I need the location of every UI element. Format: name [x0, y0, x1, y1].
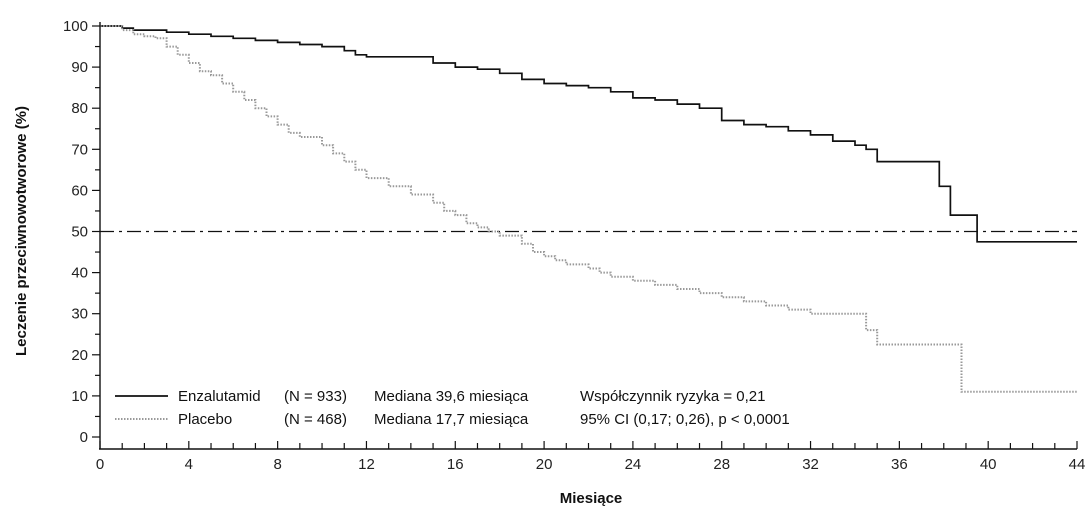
- y-tick-label: 70: [71, 141, 88, 158]
- legend-n: (N = 468): [284, 411, 347, 428]
- legend-median: Mediana 39,6 miesiąca: [374, 388, 529, 405]
- series-line-placebo: [100, 25, 1077, 393]
- y-axis-title: Leczenie przeciwnowotworowe (%): [13, 106, 30, 356]
- x-tick-label: 16: [447, 456, 464, 473]
- y-tick-label: 0: [80, 429, 88, 446]
- legend-name: Enzalutamid: [178, 388, 261, 405]
- y-tick-label: 30: [71, 306, 88, 323]
- x-tick-label: 0: [96, 456, 104, 473]
- x-tick-label: 40: [980, 456, 997, 473]
- y-tick-label: 10: [71, 388, 88, 405]
- legend: Enzalutamid (N = 933) Mediana 39,6 miesiąc…: [115, 388, 790, 428]
- legend-stat: 95% CI (0,17; 0,26), p < 0,0001: [580, 411, 790, 428]
- y-tick-label: 100: [63, 18, 88, 35]
- x-tick-label: 36: [891, 456, 908, 473]
- y-tick-label: 40: [71, 265, 88, 282]
- series-layer: [100, 25, 1077, 393]
- y-tick-label: 50: [71, 224, 88, 241]
- y-tick-label: 60: [71, 182, 88, 199]
- x-tick-label: 8: [273, 456, 281, 473]
- y-tick-label: 90: [71, 59, 88, 76]
- legend-median: Mediana 17,7 miesiąca: [374, 411, 529, 428]
- x-tick-label: 4: [185, 456, 193, 473]
- x-tick-label: 24: [625, 456, 642, 473]
- x-tick-label: 12: [358, 456, 375, 473]
- legend-stat: Współczynnik ryzyka = 0,21: [580, 388, 766, 405]
- series-line-enzalutamid: [100, 25, 1077, 243]
- y-tick-label: 80: [71, 100, 88, 117]
- legend-n: (N = 933): [284, 388, 347, 405]
- x-tick-label: 28: [713, 456, 730, 473]
- x-tick-label: 44: [1069, 456, 1086, 473]
- axes-layer: 0 10 20 30 40 50 60 70 80 90 100 0 4 8 12 16 20 24 28 32 36 4…: [63, 18, 1085, 473]
- x-axis-title: Miesiące: [560, 490, 623, 507]
- x-tick-label: 20: [536, 456, 553, 473]
- y-tick-label: 20: [71, 347, 88, 364]
- x-tick-label: 32: [802, 456, 819, 473]
- legend-name: Placebo: [178, 411, 232, 428]
